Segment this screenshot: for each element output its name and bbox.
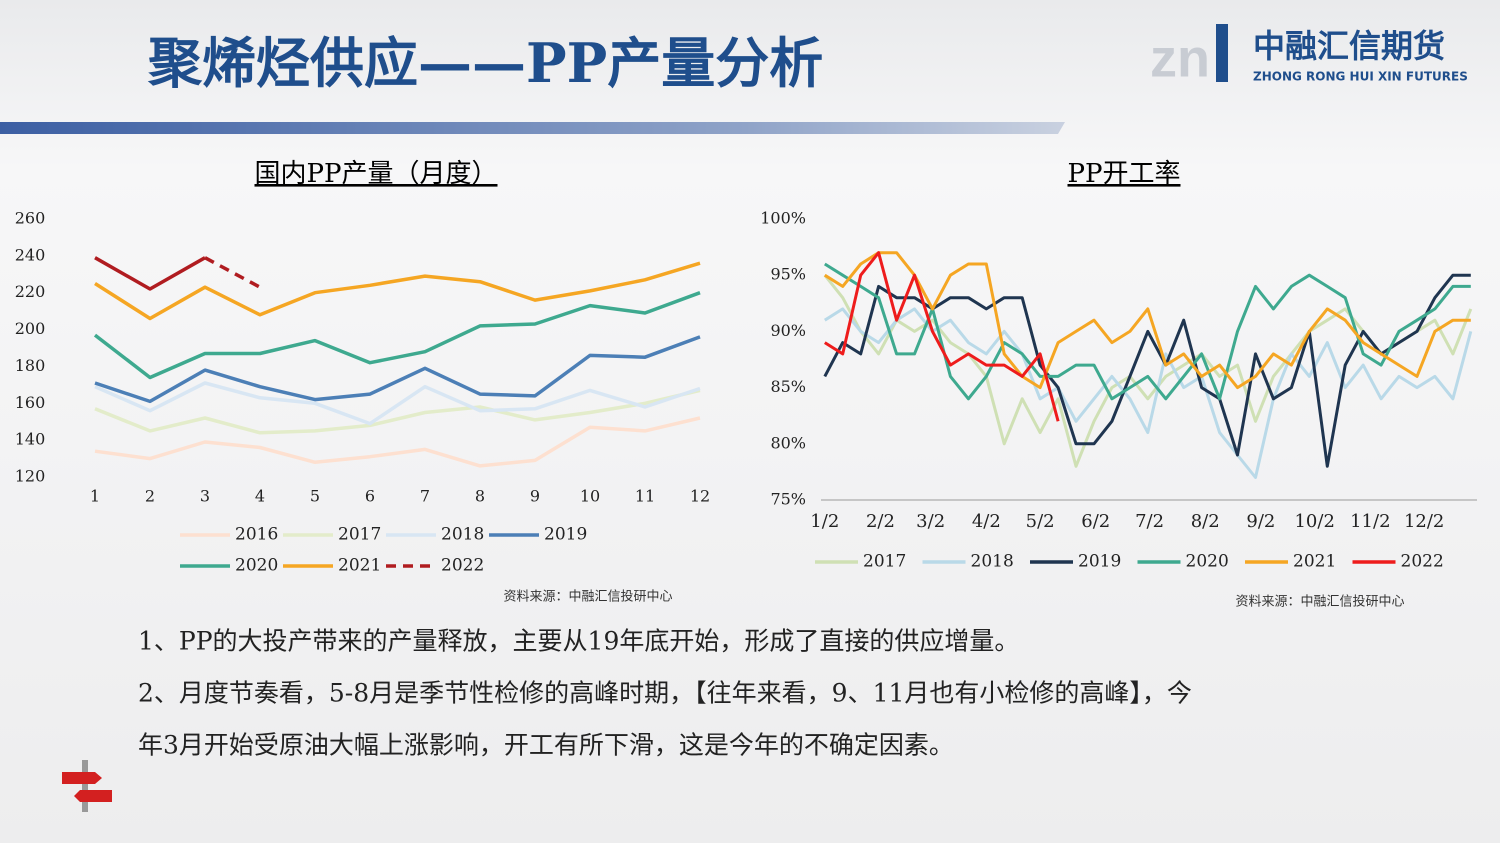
x-tick-label: 7 [420, 487, 430, 506]
y-tick-label: 90% [770, 321, 806, 340]
series-line [94, 416, 701, 468]
y-tick-label: 160 [15, 393, 46, 412]
series-line [204, 256, 261, 289]
series-line [94, 256, 206, 291]
y-tick-label: 75% [770, 490, 806, 509]
x-tick-label: 12/2 [1404, 511, 1444, 532]
logo-en: ZHONG RONG HUI XIN FUTURES [1253, 70, 1468, 84]
legend-label: 2021 [338, 556, 381, 576]
y-tick-label: 220 [15, 282, 46, 301]
x-tick-label: 9/2 [1246, 511, 1275, 532]
legend-label: 2021 [1293, 552, 1336, 572]
y-tick-label: 100% [760, 209, 806, 228]
source-note: 资料来源：中融汇信投研中心 [1235, 594, 1404, 610]
series-line [94, 388, 701, 435]
logo-cn: 中融汇信期货 [1253, 27, 1445, 65]
header-bar [0, 122, 1065, 134]
x-tick-label: 8/2 [1191, 511, 1220, 532]
legend-label: 2019 [544, 525, 587, 545]
legend-label: 2020 [235, 556, 278, 576]
series-line [823, 251, 1060, 422]
x-tick-label: 11 [635, 487, 655, 506]
x-tick-label: 3/2 [916, 511, 945, 532]
bullet: 1、PP的大投产带来的产量释放，主要从19年底开始，形成了直接的供应增量。 [138, 627, 1019, 656]
slide-title: 聚烯烃供应——PP产量分析 [147, 31, 823, 95]
x-tick-label: 6/2 [1081, 511, 1110, 532]
x-tick-label: 4 [255, 487, 265, 506]
x-tick-label: 3 [200, 487, 210, 506]
legend-label: 2018 [441, 525, 484, 545]
x-tick-label: 10/2 [1294, 511, 1334, 532]
chart-title: PP开工率 [1068, 159, 1181, 189]
series-line [93, 291, 701, 380]
x-tick-label: 12 [690, 487, 710, 506]
series-line [94, 335, 701, 404]
series-line [94, 261, 701, 321]
x-tick-label: 2/2 [866, 511, 895, 532]
y-tick-label: 180 [15, 356, 46, 375]
y-tick-label: 240 [15, 245, 46, 264]
x-tick-label: 1/2 [810, 511, 839, 532]
legend-label: 2020 [1186, 552, 1229, 572]
chart-title: 国内PP产量（月度） [255, 159, 498, 189]
x-tick-label: 5 [310, 487, 320, 506]
y-tick-label: 120 [15, 467, 46, 486]
x-tick-label: 7/2 [1135, 511, 1164, 532]
bullet: 年3月开始受原油大幅上涨影响，开工有所下滑，这是今年的不确定因素。 [138, 731, 954, 760]
legend-label: 2016 [235, 525, 278, 545]
legend-label: 2019 [1078, 552, 1121, 572]
y-tick-label: 95% [770, 265, 806, 284]
legend-label: 2018 [971, 552, 1014, 572]
y-tick-label: 80% [770, 433, 806, 452]
logo-f [1216, 24, 1228, 82]
legend-label: 2017 [338, 525, 381, 545]
x-tick-label: 8 [475, 487, 485, 506]
signpost-icon [62, 760, 112, 812]
legend-label: 2022 [441, 556, 484, 576]
x-tick-label: 10 [580, 487, 600, 506]
x-tick-label: 6 [365, 487, 375, 506]
source-note: 资料来源：中融汇信投研中心 [503, 589, 672, 605]
legend-label: 2017 [863, 552, 906, 572]
y-tick-label: 85% [770, 377, 806, 396]
legend-label: 2022 [1401, 552, 1444, 572]
x-tick-label: 5/2 [1026, 511, 1055, 532]
x-tick-label: 2 [145, 487, 155, 506]
y-tick-label: 260 [15, 209, 46, 228]
y-tick-label: 200 [15, 319, 46, 338]
x-tick-label: 11/2 [1350, 511, 1390, 532]
y-tick-label: 140 [15, 430, 46, 449]
series-line [94, 381, 701, 426]
series-line [824, 251, 1471, 390]
bullet: 2、月度节奏看，5-8月是季节性检修的高峰时期，【往年来看，9、11月也有小检修… [138, 679, 1192, 708]
logo-mark: zn [1150, 28, 1210, 88]
x-tick-label: 9 [530, 487, 540, 506]
x-tick-label: 4/2 [972, 511, 1001, 532]
x-tick-label: 1 [90, 487, 100, 506]
